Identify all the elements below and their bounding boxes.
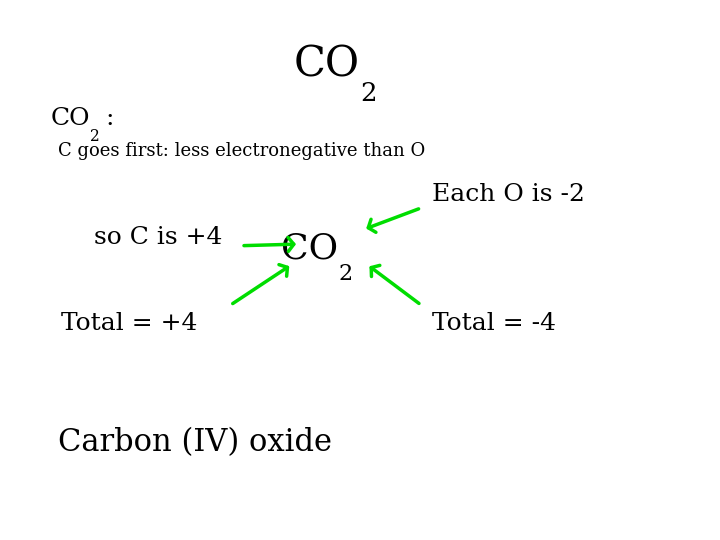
Text: 2: 2: [360, 82, 377, 106]
Text: Carbon (IV) oxide: Carbon (IV) oxide: [58, 427, 332, 458]
Text: Each O is -2: Each O is -2: [432, 183, 585, 206]
Text: so C is +4: so C is +4: [94, 226, 222, 249]
Text: Total = +4: Total = +4: [61, 313, 198, 335]
Text: 2: 2: [90, 128, 100, 145]
Text: Total = -4: Total = -4: [432, 313, 556, 335]
Text: CO: CO: [50, 107, 90, 130]
Text: :: :: [106, 107, 114, 130]
Text: 2: 2: [338, 262, 353, 285]
Text: CO: CO: [294, 44, 360, 86]
Text: CO: CO: [282, 232, 338, 265]
Text: C goes first: less electronegative than O: C goes first: less electronegative than …: [58, 142, 425, 160]
